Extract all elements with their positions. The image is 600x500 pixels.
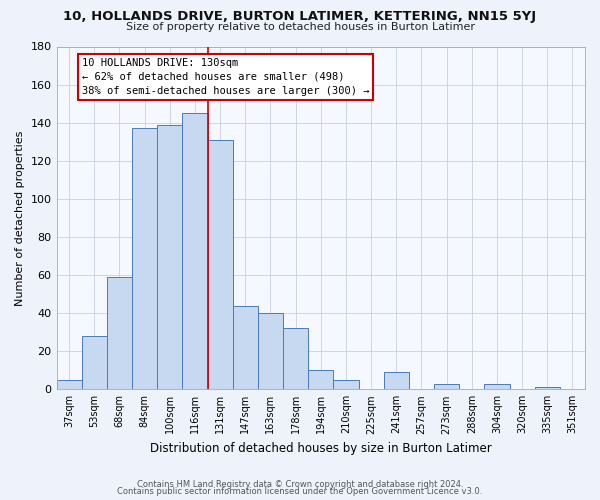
Bar — [334, 380, 359, 390]
Bar — [434, 384, 459, 390]
Text: Size of property relative to detached houses in Burton Latimer: Size of property relative to detached ho… — [125, 22, 475, 32]
Bar — [182, 113, 208, 390]
Text: Contains public sector information licensed under the Open Government Licence v3: Contains public sector information licen… — [118, 487, 482, 496]
Bar — [82, 336, 107, 390]
Bar — [535, 388, 560, 390]
Text: 10 HOLLANDS DRIVE: 130sqm
← 62% of detached houses are smaller (498)
38% of semi: 10 HOLLANDS DRIVE: 130sqm ← 62% of detac… — [82, 58, 369, 96]
Y-axis label: Number of detached properties: Number of detached properties — [15, 130, 25, 306]
Bar — [132, 128, 157, 390]
Text: Contains HM Land Registry data © Crown copyright and database right 2024.: Contains HM Land Registry data © Crown c… — [137, 480, 463, 489]
Bar — [157, 124, 182, 390]
Bar — [56, 380, 82, 390]
Bar — [233, 306, 258, 390]
Bar — [208, 140, 233, 390]
Bar — [258, 313, 283, 390]
X-axis label: Distribution of detached houses by size in Burton Latimer: Distribution of detached houses by size … — [150, 442, 491, 455]
Bar — [383, 372, 409, 390]
Bar — [484, 384, 509, 390]
Bar — [107, 277, 132, 390]
Bar — [283, 328, 308, 390]
Text: 10, HOLLANDS DRIVE, BURTON LATIMER, KETTERING, NN15 5YJ: 10, HOLLANDS DRIVE, BURTON LATIMER, KETT… — [64, 10, 536, 23]
Bar — [308, 370, 334, 390]
